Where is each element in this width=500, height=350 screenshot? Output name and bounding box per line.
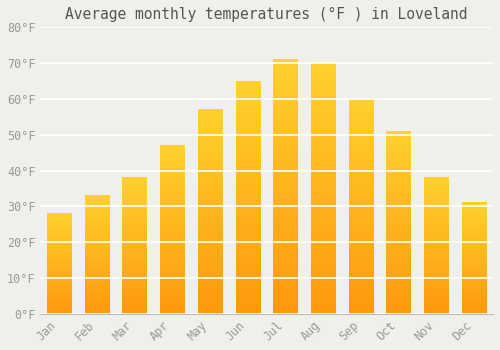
Title: Average monthly temperatures (°F ) in Loveland: Average monthly temperatures (°F ) in Lo… [66, 7, 468, 22]
